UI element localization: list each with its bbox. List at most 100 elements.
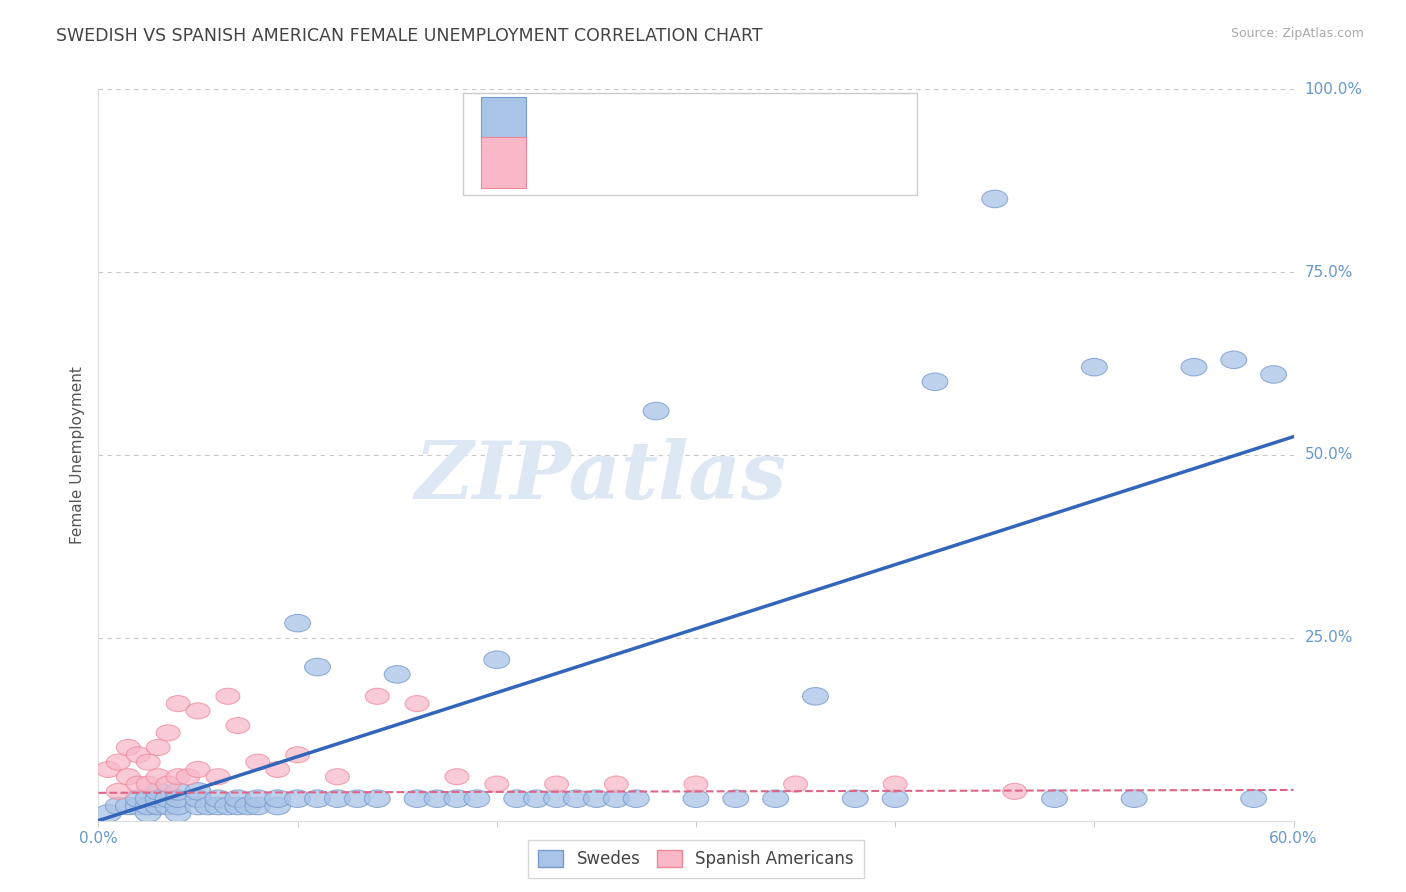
Ellipse shape [246, 754, 270, 770]
Text: 75.0%: 75.0% [1305, 265, 1353, 279]
Ellipse shape [145, 797, 172, 814]
Ellipse shape [425, 790, 450, 807]
Text: 67: 67 [773, 113, 799, 131]
Ellipse shape [981, 190, 1008, 208]
Ellipse shape [583, 790, 609, 807]
Ellipse shape [136, 776, 160, 792]
Ellipse shape [344, 790, 370, 807]
Ellipse shape [165, 782, 191, 800]
Ellipse shape [922, 373, 948, 391]
Ellipse shape [285, 747, 309, 763]
Ellipse shape [284, 615, 311, 632]
Ellipse shape [226, 717, 250, 733]
Ellipse shape [205, 797, 231, 814]
Ellipse shape [107, 754, 131, 770]
Ellipse shape [97, 762, 121, 778]
Ellipse shape [685, 776, 709, 792]
Ellipse shape [195, 797, 221, 814]
Ellipse shape [842, 790, 869, 807]
FancyBboxPatch shape [481, 136, 526, 188]
Ellipse shape [723, 790, 749, 807]
Ellipse shape [405, 696, 429, 712]
Ellipse shape [404, 790, 430, 807]
Ellipse shape [207, 769, 231, 785]
Ellipse shape [366, 689, 389, 705]
Ellipse shape [146, 769, 170, 785]
Text: 0.700: 0.700 [606, 113, 664, 131]
Ellipse shape [384, 665, 411, 683]
Ellipse shape [444, 769, 470, 785]
Ellipse shape [544, 790, 569, 807]
Ellipse shape [1261, 366, 1286, 384]
Ellipse shape [564, 790, 589, 807]
Ellipse shape [135, 805, 162, 822]
Ellipse shape [1181, 359, 1206, 376]
Ellipse shape [165, 790, 191, 807]
Ellipse shape [266, 762, 290, 778]
Ellipse shape [305, 790, 330, 807]
FancyBboxPatch shape [463, 93, 917, 195]
Ellipse shape [623, 790, 650, 807]
Ellipse shape [1002, 783, 1026, 799]
Text: 25.0%: 25.0% [1305, 631, 1353, 645]
Text: R =: R = [540, 113, 579, 131]
Ellipse shape [125, 790, 152, 807]
Ellipse shape [523, 790, 550, 807]
Ellipse shape [603, 790, 630, 807]
Ellipse shape [264, 797, 291, 814]
Ellipse shape [156, 725, 180, 741]
Ellipse shape [325, 769, 350, 785]
Text: Source: ZipAtlas.com: Source: ZipAtlas.com [1230, 27, 1364, 40]
Ellipse shape [135, 790, 162, 807]
Ellipse shape [882, 790, 908, 807]
Ellipse shape [544, 776, 568, 792]
Text: 0.018: 0.018 [606, 155, 664, 173]
Ellipse shape [883, 776, 907, 792]
Text: ZIPatlas: ZIPatlas [415, 438, 786, 516]
Ellipse shape [444, 790, 470, 807]
Ellipse shape [136, 754, 160, 770]
Y-axis label: Female Unemployment: Female Unemployment [70, 366, 86, 544]
Ellipse shape [135, 797, 162, 814]
Ellipse shape [364, 790, 391, 807]
Ellipse shape [127, 747, 150, 763]
Ellipse shape [205, 790, 231, 807]
Ellipse shape [264, 790, 291, 807]
Ellipse shape [783, 776, 807, 792]
Ellipse shape [245, 797, 271, 814]
Ellipse shape [215, 797, 240, 814]
Ellipse shape [225, 790, 250, 807]
Ellipse shape [643, 402, 669, 420]
Ellipse shape [1121, 790, 1147, 807]
Ellipse shape [1081, 359, 1108, 376]
Ellipse shape [145, 790, 172, 807]
Ellipse shape [484, 651, 510, 668]
Ellipse shape [96, 805, 121, 822]
Text: SWEDISH VS SPANISH AMERICAN FEMALE UNEMPLOYMENT CORRELATION CHART: SWEDISH VS SPANISH AMERICAN FEMALE UNEMP… [56, 27, 763, 45]
Ellipse shape [186, 703, 209, 719]
Ellipse shape [117, 769, 141, 785]
Ellipse shape [125, 797, 152, 814]
Ellipse shape [305, 658, 330, 676]
Text: N =: N = [709, 155, 748, 173]
Ellipse shape [176, 769, 200, 785]
Ellipse shape [503, 790, 530, 807]
Ellipse shape [186, 797, 211, 814]
Ellipse shape [165, 805, 191, 822]
Ellipse shape [762, 790, 789, 807]
Ellipse shape [165, 797, 191, 814]
Ellipse shape [186, 782, 211, 800]
Text: N =: N = [709, 113, 748, 131]
Ellipse shape [325, 790, 350, 807]
Legend: Swedes, Spanish Americans: Swedes, Spanish Americans [529, 840, 863, 878]
FancyBboxPatch shape [481, 96, 526, 148]
Ellipse shape [145, 782, 172, 800]
Ellipse shape [683, 790, 709, 807]
Ellipse shape [166, 696, 190, 712]
Ellipse shape [245, 790, 271, 807]
Ellipse shape [156, 776, 180, 792]
Ellipse shape [217, 689, 240, 705]
Ellipse shape [127, 776, 150, 792]
Ellipse shape [235, 797, 260, 814]
Text: 35: 35 [773, 155, 799, 173]
